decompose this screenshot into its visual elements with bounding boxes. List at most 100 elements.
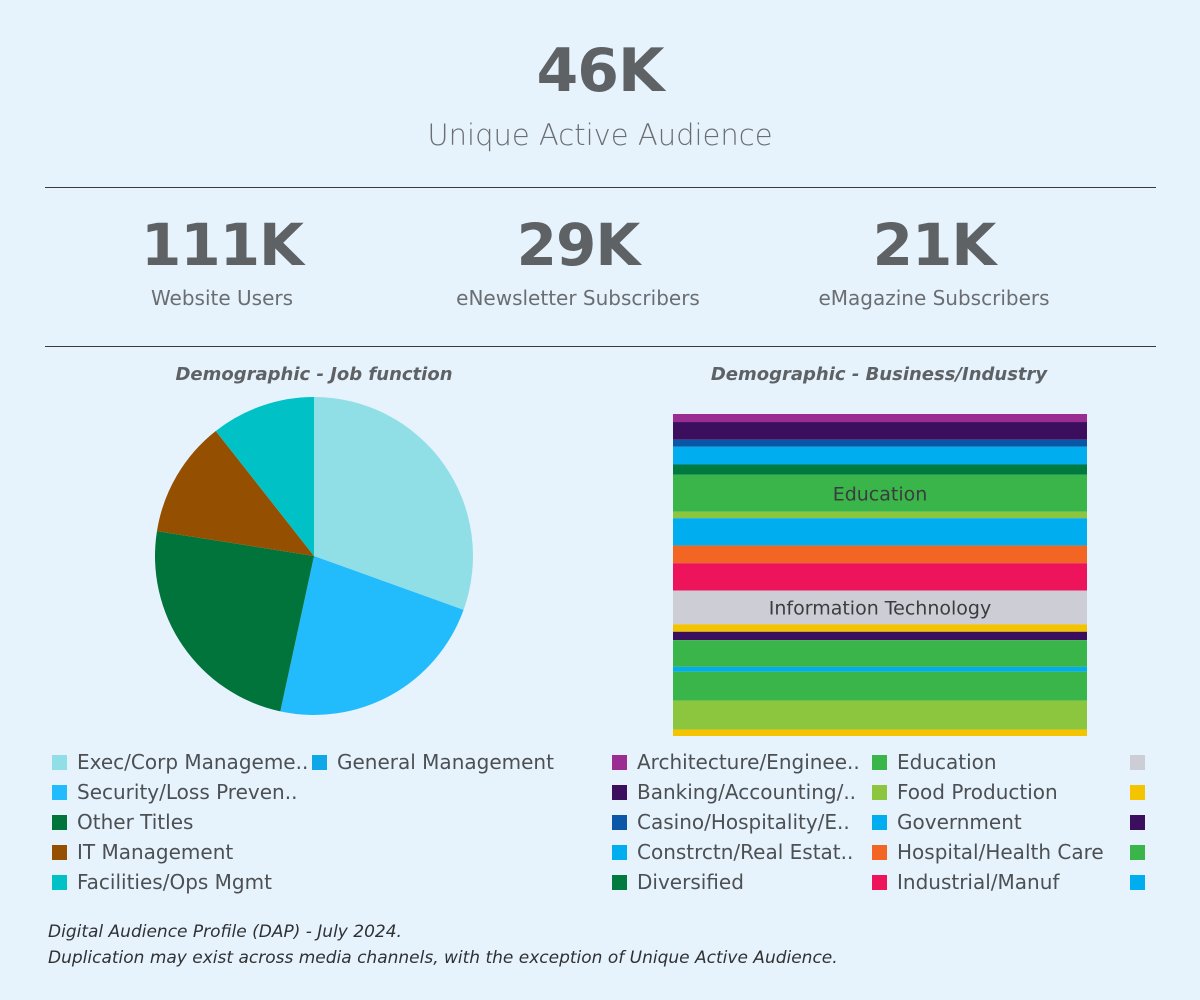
legend-label: Casino/Hospitality/E.. (637, 810, 850, 834)
legend-item-industry-6[interactable]: Food Production (872, 780, 1058, 804)
legend-label: Other Titles (77, 810, 194, 834)
legend-label: Education (897, 750, 997, 774)
bar-segment-10[interactable] (673, 590, 1087, 625)
kpi-label: eNewsletter Subscribers (456, 286, 700, 310)
bar-segment-6[interactable] (673, 511, 1087, 519)
job-function-chart-title: Demographic - Job function (175, 364, 453, 385)
bar-segment-13[interactable] (673, 640, 1087, 667)
bar-segment-5[interactable] (673, 474, 1087, 512)
legend-label: IT Management (77, 840, 234, 864)
legend-swatch (872, 874, 887, 890)
legend-label: Banking/Accounting/.. (637, 780, 857, 804)
hero-label: Unique Active Audience (427, 118, 773, 152)
bar-segment-3[interactable] (673, 446, 1087, 465)
bar-segment-label: Information Technology (769, 597, 991, 619)
legend-item-job-1[interactable]: General Management (312, 750, 554, 774)
legend-label: Facilities/Ops Mgmt (77, 870, 272, 894)
legend-item-job-0[interactable]: Exec/Corp Manageme.. (52, 750, 308, 774)
bar-segment-16[interactable] (673, 700, 1087, 730)
legend-item-industry-5[interactable]: Education (872, 750, 997, 774)
legend-item-industry-8[interactable]: Hospital/Health Care (872, 840, 1104, 864)
legend-swatch (1130, 784, 1145, 800)
legend-swatch (612, 874, 627, 890)
legend-label: Government (897, 810, 1022, 834)
kpi-emagazine-subscribers: 21K eMagazine Subscribers (754, 210, 1114, 310)
hero-value: 46K (536, 36, 665, 106)
bar-segment-15[interactable] (673, 671, 1087, 701)
divider-top (45, 187, 1156, 188)
legend-swatch (1130, 874, 1145, 890)
bar-segment-17[interactable] (673, 729, 1087, 736)
kpi-enewsletter-subscribers: 29K eNewsletter Subscribers (398, 210, 758, 310)
legend-item-industry-10[interactable] (1130, 750, 1155, 774)
legend-label: Diversified (637, 870, 744, 894)
legend-swatch (872, 754, 887, 770)
legend-swatch (872, 844, 887, 860)
legend-swatch (612, 844, 627, 860)
bar-segment-11[interactable] (673, 624, 1087, 632)
legend-label: Industrial/Manuf (897, 870, 1060, 894)
legend-label: Security/Loss Preven.. (77, 780, 298, 804)
bar-segment-12[interactable] (673, 631, 1087, 641)
bar-segment-4[interactable] (673, 464, 1087, 475)
legend-swatch (52, 754, 67, 770)
pie-slice-2[interactable] (154, 531, 314, 712)
legend-item-industry-0[interactable]: Architecture/Enginee.. (612, 750, 860, 774)
legend-swatch (612, 754, 627, 770)
legend-item-industry-4[interactable]: Diversified (612, 870, 744, 894)
legend-label: Constrctn/Real Estat.. (637, 840, 854, 864)
kpi-value: 21K (872, 211, 997, 279)
bar-segment-7[interactable] (673, 518, 1087, 546)
footnote-duplication: Duplication may exist across media chann… (48, 948, 838, 968)
legend-item-industry-7[interactable]: Government (872, 810, 1022, 834)
legend-label: Food Production (897, 780, 1058, 804)
legend-swatch (612, 814, 627, 830)
legend-item-job-3[interactable]: Other Titles (52, 810, 193, 834)
legend-label: Hospital/Health Care (897, 840, 1104, 864)
footnote-source: Digital Audience Profile (DAP) - July 20… (48, 922, 402, 942)
bar-segment-8[interactable] (673, 545, 1087, 564)
pie-slice-3[interactable] (156, 430, 314, 556)
kpi-value: 29K (516, 211, 641, 279)
bar-segment-0[interactable] (673, 414, 1087, 423)
legend-swatch (1130, 814, 1145, 830)
legend-swatch (52, 844, 67, 860)
kpi-value: 111K (140, 211, 304, 279)
legend-swatch (612, 784, 627, 800)
legend-swatch (872, 814, 887, 830)
kpi-website-users: 111K Website Users (42, 210, 402, 310)
legend-label: Exec/Corp Manageme.. (77, 750, 309, 774)
kpi-label: eMagazine Subscribers (818, 286, 1050, 310)
pie-slice-1[interactable] (280, 556, 464, 715)
legend-item-industry-9[interactable]: Industrial/Manuf (872, 870, 1059, 894)
divider-middle (45, 346, 1156, 347)
legend-label: General Management (337, 750, 554, 774)
legend-swatch (52, 874, 67, 890)
legend-label: Architecture/Enginee.. (637, 750, 860, 774)
legend-item-industry-2[interactable]: Casino/Hospitality/E.. (612, 810, 850, 834)
legend-swatch (52, 784, 67, 800)
legend-swatch (1130, 754, 1145, 770)
bar-segment-9[interactable] (673, 563, 1087, 591)
legend-item-industry-14[interactable] (1130, 870, 1155, 894)
legend-swatch (872, 784, 887, 800)
legend-item-job-5[interactable]: Facilities/Ops Mgmt (52, 870, 272, 894)
legend-swatch (312, 754, 327, 770)
legend-item-job-2[interactable]: Security/Loss Preven.. (52, 780, 297, 804)
legend-item-industry-1[interactable]: Banking/Accounting/.. (612, 780, 856, 804)
legend-item-industry-11[interactable] (1130, 780, 1155, 804)
pie-slice-4[interactable] (215, 397, 314, 556)
bar-segment-label: Education (833, 483, 928, 505)
bar-segment-2[interactable] (673, 439, 1087, 447)
legend-swatch (1130, 844, 1145, 860)
legend-item-industry-3[interactable]: Constrctn/Real Estat.. (612, 840, 853, 864)
pie-slice-0[interactable] (314, 397, 473, 610)
bar-segment-1[interactable] (673, 422, 1087, 440)
legend-item-industry-13[interactable] (1130, 840, 1155, 864)
legend-item-job-4[interactable]: IT Management (52, 840, 233, 864)
legend-swatch (52, 814, 67, 830)
bar-segment-14[interactable] (673, 666, 1087, 672)
legend-item-industry-12[interactable] (1130, 810, 1155, 834)
